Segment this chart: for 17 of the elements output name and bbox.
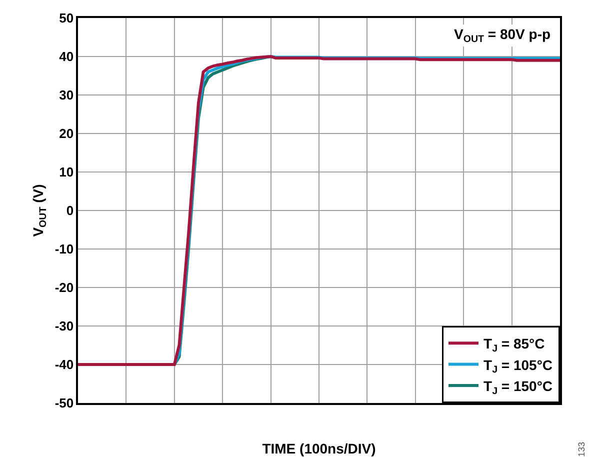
legend-label: T$_{J}$ = 105°C (484, 356, 553, 376)
y-tick-label: 40 (59, 49, 74, 64)
y-tick-label: 0 (66, 203, 74, 218)
annotation: V$_{OUT}$ = 80V p-p (454, 26, 551, 45)
y-tick-label: 30 (59, 88, 74, 103)
y-tick-label: 50 (59, 10, 74, 26)
x-axis-title: TIME (100ns/DIV) (262, 440, 376, 457)
y-tick-label: 10 (59, 164, 74, 180)
y-tick-label: 20 (59, 126, 74, 142)
y-tick-label: -20 (54, 280, 74, 296)
y-tick-label: -30 (54, 318, 74, 334)
y-tick-label: -40 (54, 357, 74, 372)
y-tick-label: -50 (54, 396, 74, 411)
text: 133 (576, 442, 586, 457)
y-tick-label: -10 (54, 242, 74, 257)
legend-label: T$_{J}$ = 150°C (484, 378, 553, 397)
legend-label: T$_{J}$ = 85°C (484, 336, 545, 354)
